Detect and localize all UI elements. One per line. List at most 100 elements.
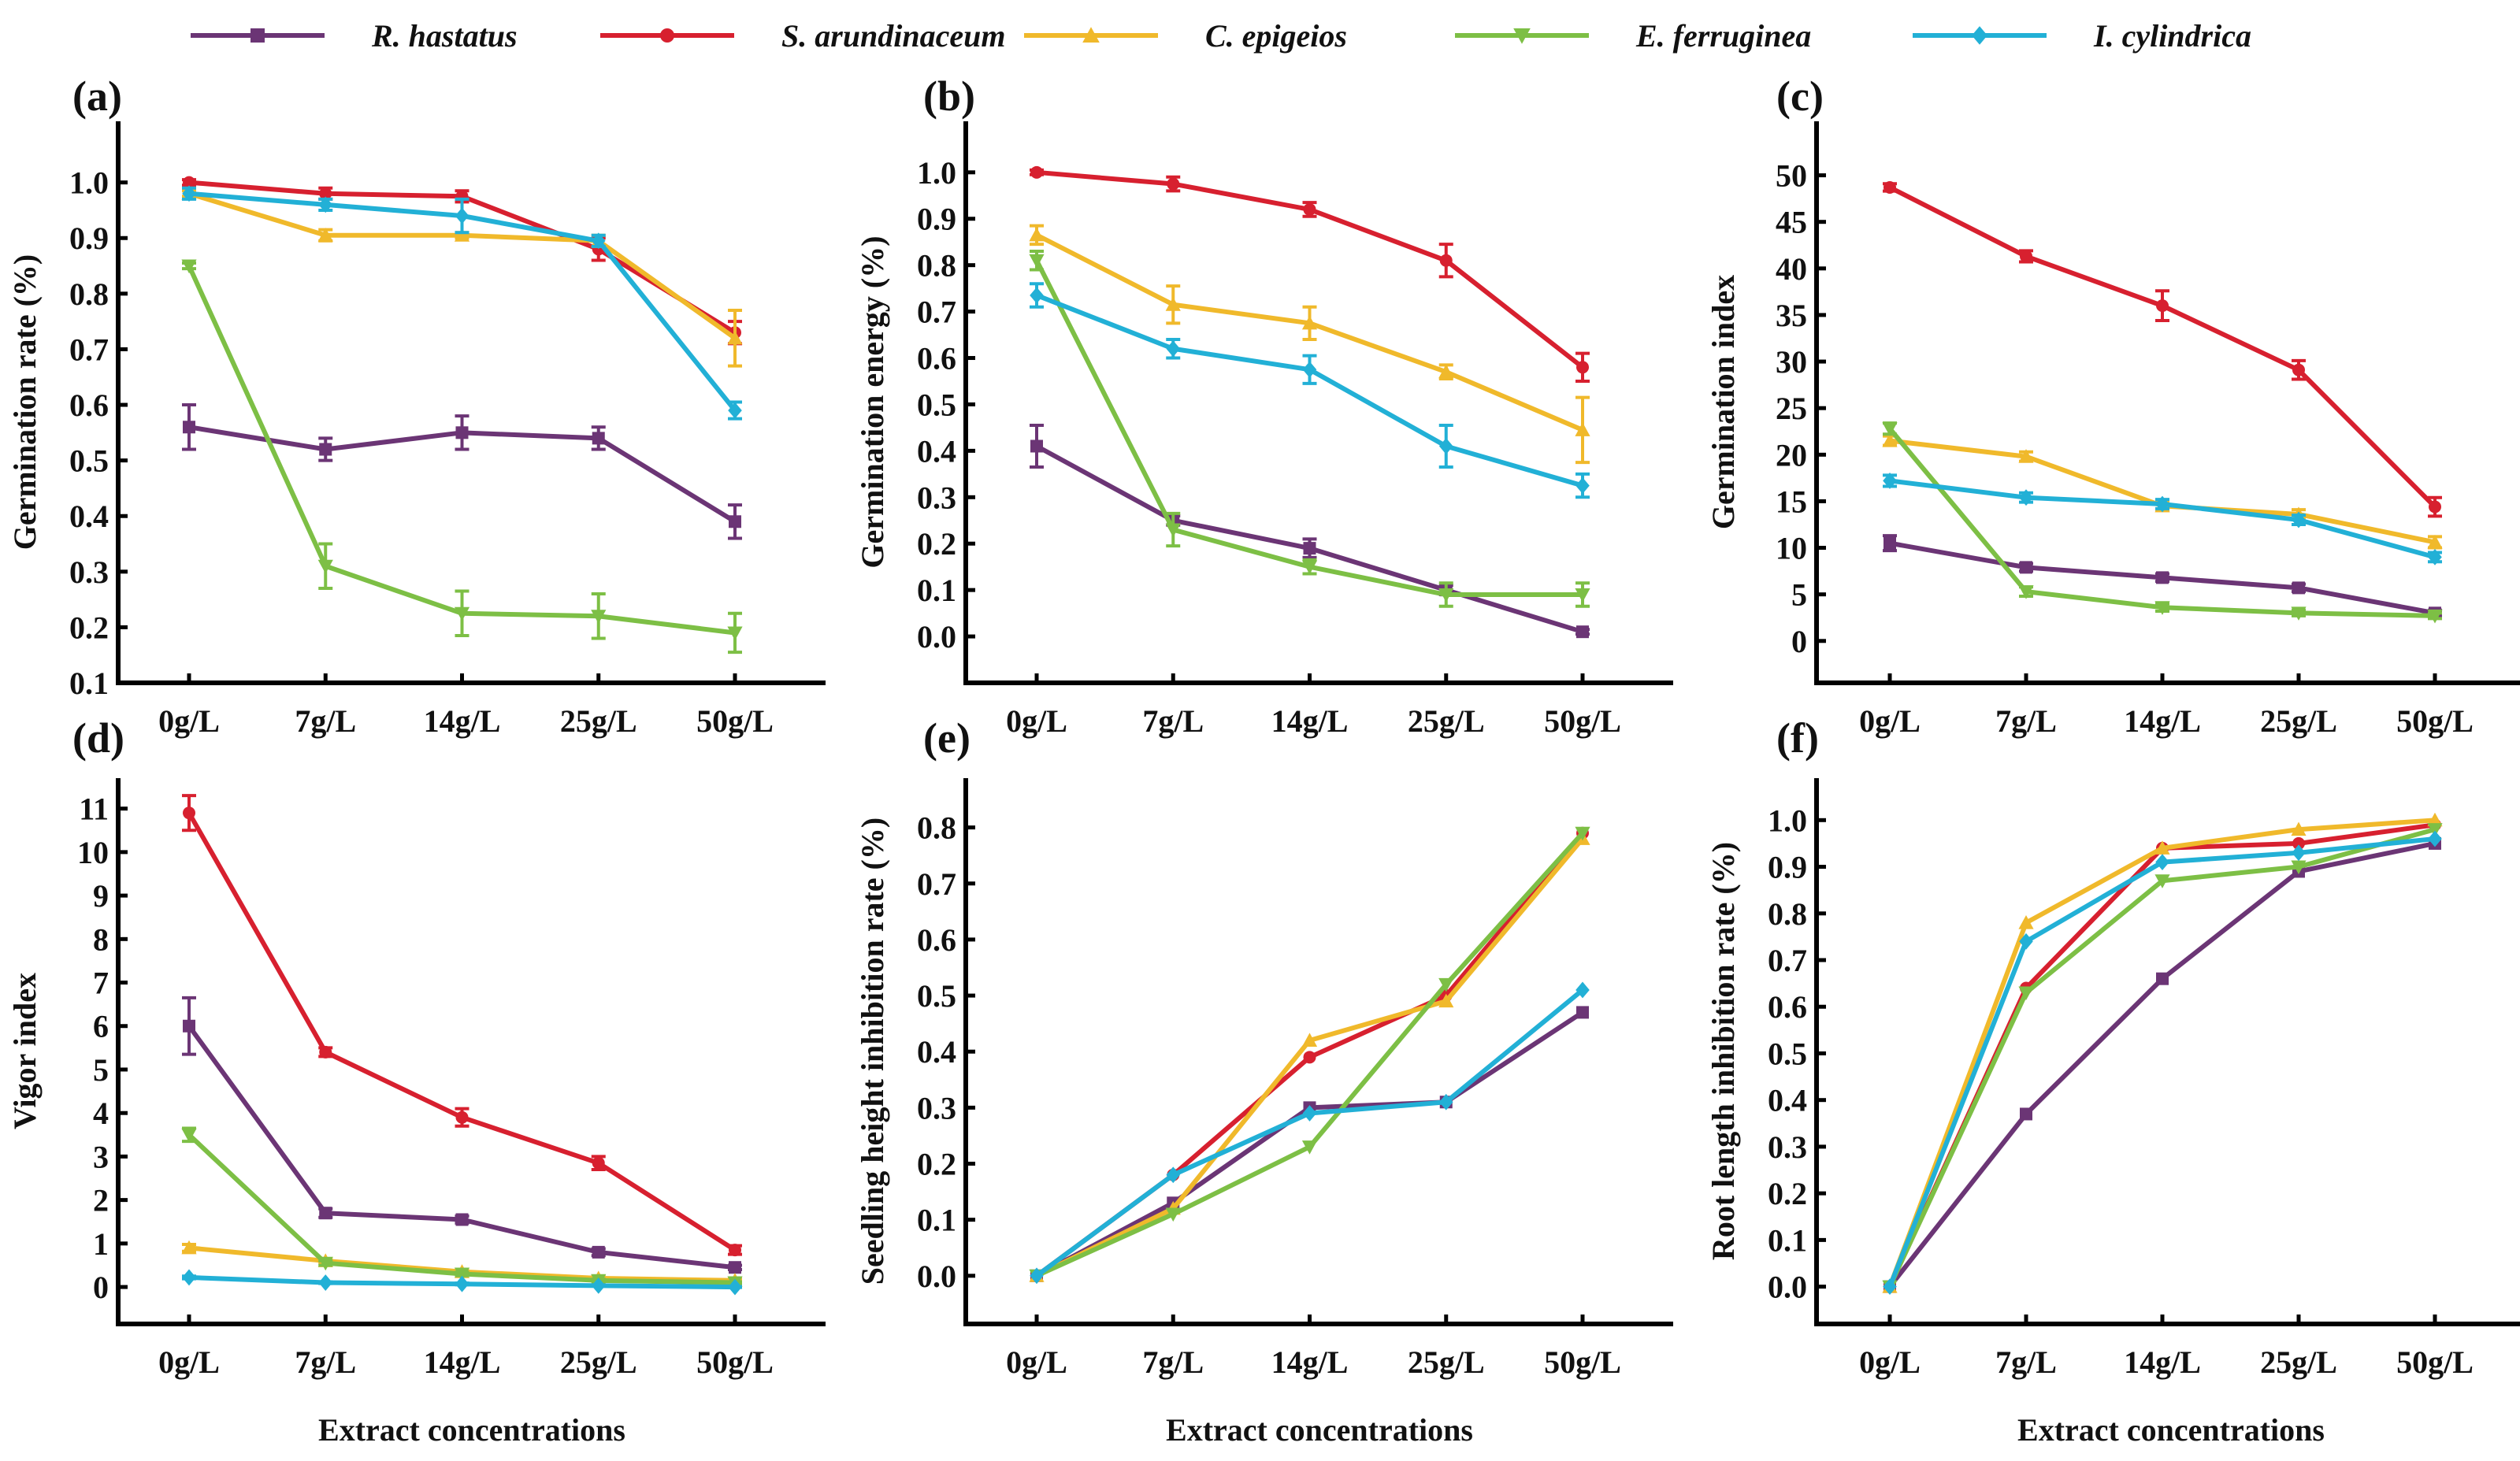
- x-axis-title: Extract concentrations: [318, 1412, 625, 1448]
- data-point: [2018, 915, 2034, 929]
- x-tick-label: 50g/L: [2396, 703, 2474, 739]
- data-point: [455, 426, 469, 439]
- y-tick-label: 0.0: [1768, 1270, 1807, 1305]
- data-point: [591, 1277, 606, 1294]
- data-point: [591, 610, 607, 624]
- y-axis-title: Germination energy (%): [855, 235, 890, 568]
- data-point: [181, 1128, 197, 1143]
- y-tick-label: 45: [1776, 205, 1807, 240]
- legend-marker-triangle-down: [1513, 28, 1531, 44]
- data-point: [592, 432, 605, 445]
- data-point: [317, 1256, 333, 1271]
- data-point: [2156, 972, 2169, 985]
- y-tick-label: 40: [1776, 251, 1807, 287]
- data-point: [319, 1207, 332, 1220]
- legend-label: R. hastatus: [371, 18, 518, 54]
- x-tick-label: 0g/L: [158, 1344, 220, 1380]
- x-tick-label: 14g/L: [424, 703, 501, 739]
- y-tick-label: 0.0: [917, 1259, 956, 1294]
- data-point: [183, 176, 195, 189]
- data-point: [1030, 1267, 1044, 1285]
- x-tick-label: 14g/L: [2124, 1344, 2201, 1380]
- series-r-hastatus: [1884, 836, 2441, 1293]
- y-tick-label: 0.8: [917, 810, 956, 846]
- data-point: [1029, 254, 1045, 269]
- data-point: [183, 421, 195, 434]
- y-tick-label: 0: [93, 1270, 109, 1305]
- y-tick-label: 0.3: [917, 480, 956, 515]
- data-point: [727, 626, 743, 641]
- data-point: [1576, 1006, 1589, 1019]
- data-point: [455, 1275, 469, 1292]
- y-tick-label: 0.3: [1768, 1129, 1807, 1165]
- legend-marker-diamond: [1972, 26, 1987, 45]
- y-tick-label: 0.4: [917, 433, 956, 469]
- y-tick-label: 0.9: [917, 202, 956, 237]
- y-tick-label: 10: [1776, 531, 1807, 566]
- x-tick-label: 7g/L: [1995, 1344, 2057, 1380]
- series-i-cylindrica: [182, 185, 742, 421]
- legend-item: C. epigeios: [1024, 18, 1347, 54]
- x-tick-label: 25g/L: [560, 703, 637, 739]
- x-tick-label: 0g/L: [1859, 1344, 1921, 1380]
- y-tick-label: 0.3: [69, 554, 109, 590]
- series-i-cylindrica: [1883, 473, 2442, 565]
- panel-b: (b) 0.0 0.1 0.2 0.3 0.4 0.5 0.6 0.7 0.8 0.9 1.0 0g/L…: [855, 72, 1673, 739]
- data-point: [183, 1019, 195, 1033]
- data-point: [2154, 874, 2170, 888]
- legend: R. hastatus S. arundinaceum C. epigeios E. …: [191, 18, 2251, 54]
- data-point: [1030, 165, 1043, 179]
- series-line: [1887, 827, 2436, 1288]
- data-point: [319, 187, 332, 200]
- legend-item: E. ferruginea: [1455, 18, 1811, 54]
- data-point: [1302, 361, 1317, 378]
- panel-label: (f): [1776, 714, 1819, 762]
- data-point: [729, 1244, 741, 1257]
- data-point: [1030, 287, 1044, 304]
- series-e-ferruginea: [1029, 249, 1590, 608]
- y-tick-label: 7: [93, 966, 109, 1001]
- x-tick-label: 0g/L: [1006, 1344, 1067, 1380]
- data-point: [1165, 1207, 1181, 1222]
- legend-marker-circle: [660, 28, 674, 43]
- data-point: [1575, 477, 1590, 494]
- x-tick-label: 25g/L: [560, 1344, 637, 1380]
- data-point: [2155, 854, 2169, 871]
- panel-a: (a) 0.1 0.2 0.3 0.4 0.5 0.6 0.7 0.8 0.9 1.0 0g/L 7g/…: [7, 72, 826, 739]
- y-axis-title: Vigor index: [7, 973, 43, 1129]
- y-tick-label: 0.7: [1768, 943, 1807, 978]
- y-axis-title: Seedling height inhibition rate (%): [855, 818, 890, 1285]
- series-e-ferruginea: [1882, 421, 2443, 624]
- data-point: [317, 228, 333, 242]
- y-tick-label: 2: [93, 1183, 109, 1218]
- y-tick-label: 8: [93, 921, 109, 957]
- data-point: [728, 402, 742, 419]
- data-point: [1576, 361, 1589, 374]
- x-tick-label: 7g/L: [295, 703, 356, 739]
- x-tick-label: 25g/L: [1408, 703, 1485, 739]
- data-point: [2019, 933, 2033, 950]
- y-tick-label: 0.1: [917, 1203, 956, 1238]
- data-point: [2154, 601, 2170, 615]
- series-line: [187, 1024, 736, 1270]
- data-point: [2427, 534, 2443, 549]
- y-tick-label: 0.5: [917, 387, 956, 422]
- y-tick-label: 20: [1776, 437, 1807, 473]
- data-point: [1438, 1093, 1453, 1111]
- data-point: [2018, 585, 2034, 599]
- data-point: [2427, 823, 2443, 837]
- data-point: [729, 1261, 741, 1274]
- y-tick-label: 0.7: [69, 332, 109, 367]
- y-tick-label: 0.8: [69, 276, 109, 312]
- y-tick-label: 11: [79, 792, 109, 827]
- data-point: [1575, 826, 1590, 841]
- data-point: [182, 185, 196, 202]
- data-point: [318, 1274, 333, 1291]
- y-tick-label: 0.4: [917, 1034, 956, 1070]
- data-point: [2291, 860, 2307, 875]
- data-point: [1303, 202, 1316, 216]
- x-tick-label: 50g/L: [696, 1344, 774, 1380]
- y-tick-label: 0.5: [917, 978, 956, 1014]
- series-e-ferruginea: [1882, 823, 2443, 1295]
- x-tick-label: 0g/L: [1006, 703, 1067, 739]
